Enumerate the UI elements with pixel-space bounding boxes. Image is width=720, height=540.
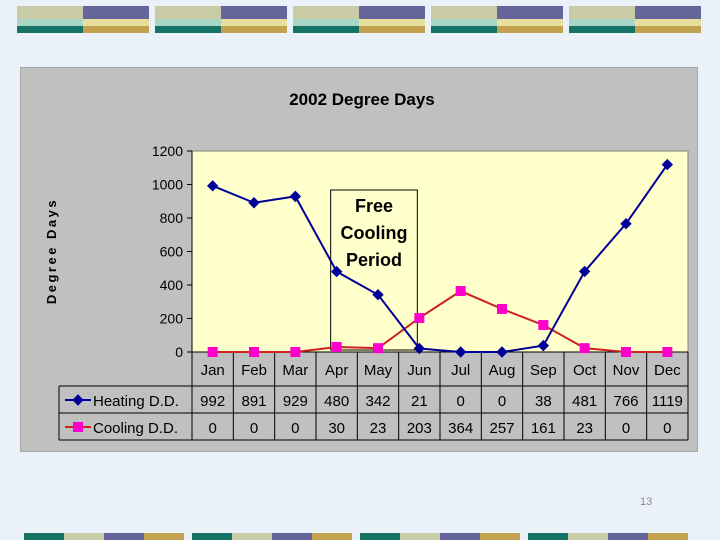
footer-tile — [528, 533, 688, 540]
x-tick-label: Jan — [201, 362, 225, 379]
annotation-text: Period — [346, 250, 402, 270]
header-tile — [569, 6, 701, 33]
cooling-data-point — [662, 347, 673, 357]
cooling-data-point — [455, 286, 466, 297]
x-tick-label: Jun — [407, 362, 431, 379]
heating-data-point — [454, 346, 467, 358]
y-tick-label: 400 — [160, 277, 184, 293]
table-cell-value: 161 — [531, 420, 556, 437]
x-tick-label: Feb — [241, 362, 267, 379]
table-cell-value: 203 — [407, 420, 432, 437]
x-tick-label: Nov — [613, 362, 640, 379]
legend-key-marker — [72, 394, 84, 406]
footer-tile — [24, 533, 184, 540]
table-cell-value: 929 — [283, 393, 308, 410]
cooling-data-point — [207, 347, 218, 357]
heating-data-point — [206, 180, 219, 192]
header-tile — [431, 6, 563, 33]
heating-series-line — [212, 163, 669, 353]
cooling-data-point — [290, 347, 301, 357]
page-number: 13 — [640, 496, 653, 508]
table-cell-value: 21 — [411, 393, 428, 410]
cooling-data-point — [497, 303, 507, 314]
table-cell-value: 257 — [489, 420, 514, 437]
y-tick-label: 0 — [175, 344, 183, 360]
plot-area — [191, 150, 689, 353]
legend-key-marker — [73, 422, 83, 432]
degree-days-chart: 2002 Degree Days Degree Days 0 200 400 600 800… — [44, 90, 689, 441]
table-cell-value: 0 — [208, 420, 216, 437]
table-cell-value: 0 — [456, 393, 464, 410]
annotation-text: Free — [355, 196, 393, 216]
y-tick-label: 800 — [160, 210, 184, 226]
table-cell-value: 480 — [324, 393, 349, 410]
table-cell-value: 891 — [241, 393, 266, 410]
heating-data-point — [620, 217, 632, 230]
table-cell-value: 0 — [498, 393, 506, 410]
heating-data-point — [330, 265, 343, 278]
heating-data-point — [248, 197, 260, 209]
table-cell-value: 0 — [250, 420, 258, 437]
cooling-data-point — [373, 343, 383, 354]
cooling-data-point — [538, 320, 549, 331]
cooling-data-point — [621, 347, 631, 357]
x-tick-label: Dec — [654, 362, 681, 379]
table-cell-value: 0 — [663, 420, 671, 437]
x-tick-label: Aug — [489, 362, 516, 379]
table-cell-value: 23 — [370, 420, 387, 437]
header-tile — [293, 6, 425, 33]
legend-entry: Heating D.D. — [93, 393, 179, 410]
x-tick-label: Oct — [573, 362, 597, 379]
y-tick-label: 1000 — [152, 177, 183, 193]
legend-entry: Cooling D.D. — [93, 420, 178, 437]
heating-data-point — [372, 289, 384, 301]
x-tick-label: Jul — [451, 362, 470, 379]
header-tile — [17, 6, 149, 33]
chart-title: 2002 Degree Days — [289, 90, 435, 109]
table-cell-value: 342 — [365, 393, 390, 410]
table-cell-value: 992 — [200, 393, 225, 410]
heating-data-point — [289, 190, 302, 203]
y-tick-label: 600 — [160, 244, 184, 260]
table-cell-value: 364 — [448, 420, 473, 437]
cooling-series-line — [212, 289, 668, 353]
table-cell-value: 30 — [328, 420, 345, 437]
x-tick-label: Mar — [282, 362, 308, 379]
heating-data-point — [537, 339, 550, 352]
footer-tile — [360, 533, 520, 540]
x-tick-label: Sep — [530, 362, 557, 379]
table-cell-value: 0 — [622, 420, 630, 437]
table-cell-value: 766 — [613, 393, 638, 410]
table-cell-value: 23 — [576, 420, 593, 437]
heating-data-point — [413, 342, 426, 355]
cooling-data-point — [579, 343, 590, 354]
table-cell-value: 481 — [572, 393, 597, 410]
heating-data-point — [578, 265, 591, 278]
heating-data-point — [496, 346, 508, 358]
x-tick-label: Apr — [325, 362, 348, 379]
annotation-text: Cooling — [341, 223, 408, 243]
cooling-data-point — [414, 312, 425, 323]
cooling-data-point — [249, 347, 259, 357]
chart-panel: 2002 Degree Days Degree Days 0 200 400 600 800… — [20, 67, 698, 452]
y-tick-label: 1200 — [152, 143, 183, 159]
table-cell-value: 1119 — [652, 393, 683, 410]
heating-data-point — [661, 158, 674, 171]
y-axis-label: Degree Days — [44, 198, 59, 304]
cooling-data-point — [331, 341, 342, 352]
x-tick-label: May — [364, 362, 393, 379]
y-tick-label: 200 — [160, 311, 184, 327]
header-tile — [155, 6, 287, 33]
table-cell-value: 0 — [291, 420, 299, 437]
footer-tile — [192, 533, 352, 540]
table-cell-value: 38 — [535, 393, 552, 410]
